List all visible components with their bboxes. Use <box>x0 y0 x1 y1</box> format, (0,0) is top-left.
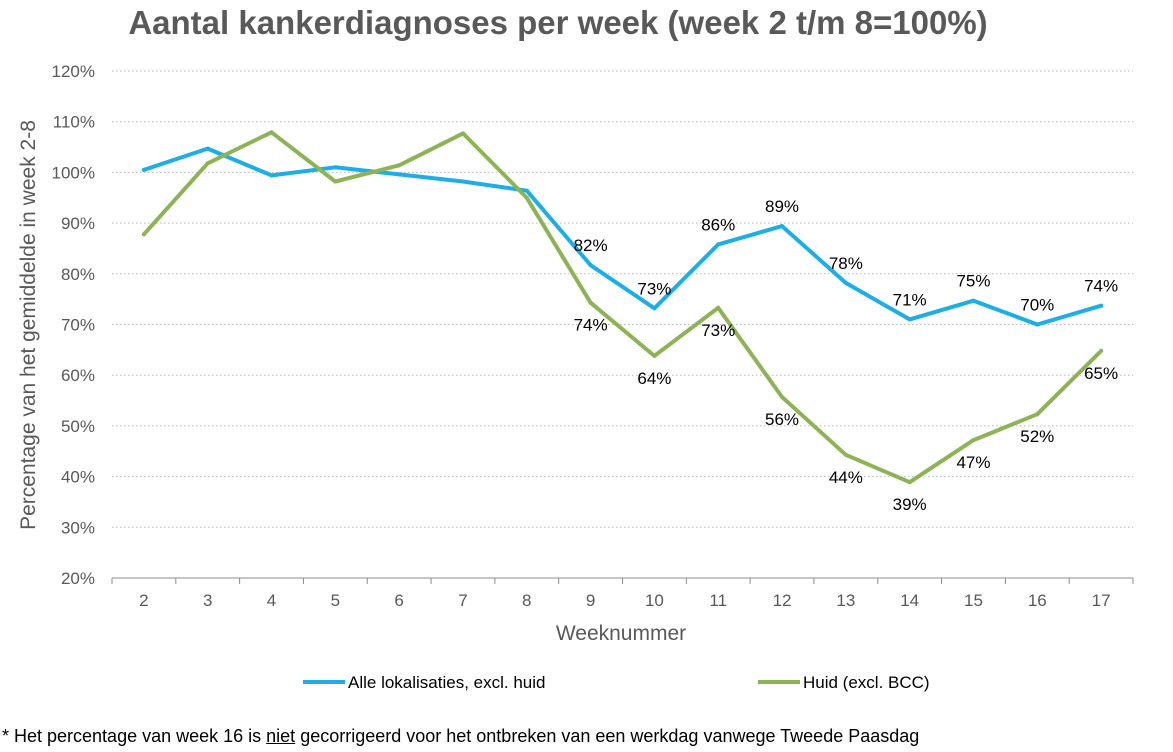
x-tick-label: 15 <box>964 591 983 610</box>
data-point <box>141 232 146 237</box>
data-point <box>524 195 529 200</box>
x-tick-label: 8 <box>522 591 531 610</box>
y-tick-label: 30% <box>61 518 95 537</box>
data-point <box>780 224 785 229</box>
series <box>141 130 1104 485</box>
y-axis-title: Percentage van het gemiddelde in week 2-… <box>17 120 40 530</box>
x-tick-label: 16 <box>1028 591 1047 610</box>
footnote-emphasis: niet <box>266 726 296 746</box>
data-label: 78% <box>829 254 863 273</box>
data-label: 64% <box>637 369 671 388</box>
data-point <box>1099 348 1104 353</box>
y-tick-label: 20% <box>61 569 95 588</box>
y-tick-label: 100% <box>52 163 95 182</box>
legend: Alle lokalisaties, excl. huid Huid (excl.… <box>303 673 930 692</box>
x-tick-label: 10 <box>645 591 664 610</box>
data-point <box>333 165 338 170</box>
data-point <box>333 179 338 184</box>
y-tick-label: 80% <box>61 265 95 284</box>
y-tick-label: 40% <box>61 468 95 487</box>
y-tick-label: 120% <box>52 62 95 81</box>
data-label: 74% <box>574 316 608 335</box>
data-point <box>907 480 912 485</box>
x-tick-label: 3 <box>203 591 212 610</box>
data-point <box>460 179 465 184</box>
data-point <box>1035 412 1040 417</box>
series-line-1 <box>141 146 1104 327</box>
series-line-2 <box>141 130 1104 485</box>
y-tick-label: 50% <box>61 417 95 436</box>
data-point <box>652 306 657 311</box>
data-point <box>652 353 657 358</box>
data-label: 71% <box>893 290 927 309</box>
legend-label: Alle lokalisaties, excl. huid <box>348 673 545 692</box>
x-tick-label: 9 <box>586 591 595 610</box>
y-tick-label: 60% <box>61 366 95 385</box>
x-tick-label: 7 <box>458 591 467 610</box>
footnote-suffix: gecorrigeerd voor het ontbreken van een … <box>295 726 920 746</box>
data-point <box>460 131 465 136</box>
data-point <box>843 452 848 457</box>
y-tick-label: 90% <box>61 214 95 233</box>
x-tick-label: 12 <box>773 591 792 610</box>
data-point <box>269 173 274 178</box>
y-tick-label: 110% <box>53 113 95 132</box>
data-label: 86% <box>701 215 735 234</box>
x-tick-label: 5 <box>331 591 340 610</box>
data-point <box>141 167 146 172</box>
data-point <box>397 172 402 177</box>
data-label: 39% <box>893 495 927 514</box>
data-label: 65% <box>1084 364 1118 383</box>
data-label: 70% <box>1020 296 1054 315</box>
axes: 20% 30% 40% 50% 60% 70% 80% 90% 100% 110% 120% 2 3 4 5… <box>52 62 1134 610</box>
data-point <box>907 317 912 322</box>
data-label: 44% <box>829 468 863 487</box>
data-label: 56% <box>765 410 799 429</box>
data-label: 74% <box>1084 277 1118 296</box>
data-label: 75% <box>956 272 990 291</box>
data-point <box>397 163 402 168</box>
x-tick-label: 6 <box>394 591 403 610</box>
x-tick-label: 17 <box>1092 591 1111 610</box>
data-label: 73% <box>701 321 735 340</box>
data-point <box>716 242 721 247</box>
data-point <box>524 188 529 193</box>
data-label: 89% <box>765 197 799 216</box>
data-point <box>780 395 785 400</box>
data-point <box>1099 303 1104 308</box>
data-labels: 82% 73% 86% 89% 78% 71% 75% 70% 74% 74% 64% 73% 56% 4… <box>574 197 1119 514</box>
footnote-prefix: * Het percentage van week 16 is <box>2 726 267 746</box>
x-tick-label: 4 <box>267 591 276 610</box>
data-point <box>205 146 210 151</box>
x-tick-label: 14 <box>900 591 919 610</box>
data-label: 82% <box>574 236 608 255</box>
data-point <box>843 280 848 285</box>
x-tick-label: 11 <box>709 591 727 610</box>
x-tick-label: 2 <box>139 591 148 610</box>
data-point <box>1035 322 1040 327</box>
data-label: 52% <box>1020 427 1054 446</box>
data-point <box>588 263 593 268</box>
x-tick-label: 13 <box>836 591 855 610</box>
data-point <box>588 300 593 305</box>
y-tick-label: 70% <box>61 316 95 335</box>
data-label: 73% <box>637 279 671 298</box>
data-point <box>205 161 210 166</box>
data-point <box>971 438 976 443</box>
chart-title: Aantal kankerdiagnoses per week (week 2 … <box>128 4 987 41</box>
data-point <box>971 298 976 303</box>
legend-label: Huid (excl. BCC) <box>803 673 930 692</box>
footnote: * Het percentage van week 16 is niet gec… <box>2 726 919 747</box>
data-label: 47% <box>956 453 990 472</box>
data-point <box>716 305 721 310</box>
x-axis-title: Weeknummer <box>556 622 686 645</box>
data-point <box>269 130 274 135</box>
